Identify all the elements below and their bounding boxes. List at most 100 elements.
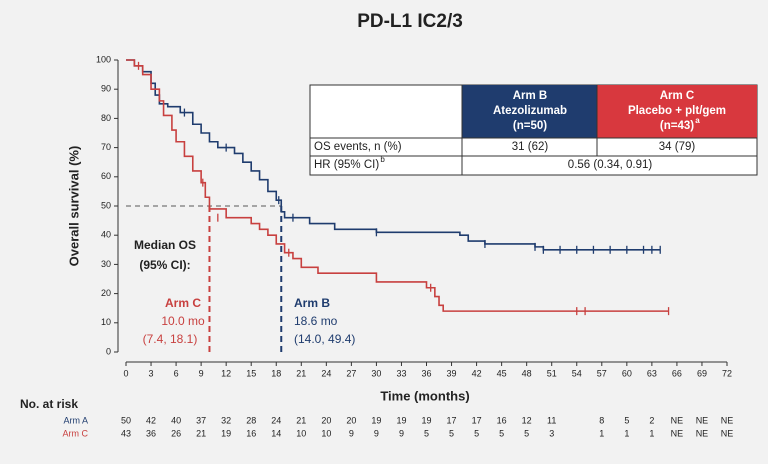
survival-curve [126, 59, 669, 312]
x-tick-label: 33 [396, 368, 406, 378]
y-tick-label: 90 [101, 84, 111, 94]
risk-count: 17 [472, 415, 482, 425]
risk-count: 1 [649, 428, 654, 438]
cell: 34 (79) [659, 141, 696, 153]
annotation: Median OS [134, 238, 196, 252]
annotation: Arm B [294, 296, 330, 310]
y-tick-label: 40 [101, 230, 111, 240]
header-text: Arm B [513, 90, 548, 102]
risk-count: 12 [522, 415, 532, 425]
chart-title: PD-L1 IC2/3 [357, 11, 463, 32]
risk-count: 42 [146, 415, 156, 425]
risk-count: 37 [196, 415, 206, 425]
x-tick-label: 63 [647, 368, 657, 378]
x-tick-label: 72 [722, 368, 732, 378]
risk-count: 1 [624, 428, 629, 438]
x-tick-label: 69 [697, 368, 707, 378]
risk-count: 3 [549, 428, 554, 438]
y-tick-label: 30 [101, 259, 111, 269]
risk-count: 21 [196, 428, 206, 438]
x-tick-label: 0 [123, 368, 128, 378]
x-tick-label: 12 [221, 368, 231, 378]
risk-count: 24 [271, 415, 281, 425]
risk-count: 5 [449, 428, 454, 438]
x-tick-label: 24 [321, 368, 331, 378]
x-tick-label: 9 [199, 368, 204, 378]
risk-count: 19 [221, 428, 231, 438]
x-tick-label: 57 [597, 368, 607, 378]
risk-count: NE [696, 415, 709, 425]
risk-count: 36 [146, 428, 156, 438]
annotation: 10.0 mo [161, 314, 205, 328]
x-tick-label: 51 [547, 368, 557, 378]
x-tick-label: 30 [371, 368, 381, 378]
risk-count: NE [721, 415, 734, 425]
x-axis-label: Time (months) [380, 388, 469, 403]
risk-count: 43 [121, 428, 131, 438]
risk-count: 32 [221, 415, 231, 425]
x-tick-label: 42 [472, 368, 482, 378]
x-tick-label: 60 [622, 368, 632, 378]
risk-count: 16 [497, 415, 507, 425]
x-tick-label: 54 [572, 368, 582, 378]
x-tick-label: 66 [672, 368, 682, 378]
x-tick-label: 6 [174, 368, 179, 378]
superscript: b [380, 155, 385, 164]
y-axis-label: Overall survival (%) [66, 146, 81, 267]
risk-count: 50 [121, 415, 131, 425]
risk-count: 16 [246, 428, 256, 438]
row-label: OS events, n (%) [314, 141, 402, 153]
risk-count: NE [671, 415, 684, 425]
risk-count: 8 [599, 415, 604, 425]
risk-count: 20 [346, 415, 356, 425]
risk-count: 17 [447, 415, 457, 425]
cell: 31 (62) [512, 141, 549, 153]
x-tick-label: 36 [421, 368, 431, 378]
y-tick-label: 20 [101, 288, 111, 298]
y-tick-label: 70 [101, 142, 111, 152]
y-tick-label: 60 [101, 171, 111, 181]
risk-count: 28 [246, 415, 256, 425]
cell: 0.56 (0.34, 0.91) [568, 159, 653, 171]
results-table: Arm B Atezolizumab (n=50) Arm C Placebo … [309, 84, 758, 176]
risk-count: 5 [624, 415, 629, 425]
header-text: Atezolizumab [493, 105, 567, 117]
y-tick-label: 80 [101, 113, 111, 123]
risk-count: 5 [524, 428, 529, 438]
x-tick-label: 39 [447, 368, 457, 378]
risk-count: 26 [171, 428, 181, 438]
risk-row-label: Arm A [63, 415, 88, 425]
header-text: (n=43) [660, 120, 694, 132]
risk-count: NE [721, 428, 734, 438]
y-tick-label: 0 [106, 346, 111, 356]
risk-count: 9 [349, 428, 354, 438]
annotation: Arm C [165, 296, 201, 310]
risk-count: 5 [424, 428, 429, 438]
risk-count: 19 [421, 415, 431, 425]
header-cell [597, 85, 757, 138]
row-label: HR (95% CI) [314, 159, 379, 171]
x-tick-label: 18 [271, 368, 281, 378]
annotation: (14.0, 49.4) [294, 332, 355, 346]
x-tick-label: 3 [149, 368, 154, 378]
risk-count: 9 [399, 428, 404, 438]
header-text: Placebo + plt/gem [628, 105, 726, 117]
x-tick-label: 48 [522, 368, 532, 378]
risk-count: 5 [474, 428, 479, 438]
risk-count: 40 [171, 415, 181, 425]
risk-count: 10 [296, 428, 306, 438]
superscript: a [695, 116, 700, 125]
risk-count: NE [671, 428, 684, 438]
risk-count: 1 [599, 428, 604, 438]
header-cell [462, 85, 597, 138]
y-tick-label: 10 [101, 317, 111, 327]
x-tick-label: 45 [497, 368, 507, 378]
annotation: (95% CI): [139, 258, 190, 272]
x-tick-label: 15 [246, 368, 256, 378]
risk-count: NE [696, 428, 709, 438]
risk-count: 14 [271, 428, 281, 438]
risk-count: 21 [296, 415, 306, 425]
risk-count: 2 [649, 415, 654, 425]
risk-count: 5 [499, 428, 504, 438]
